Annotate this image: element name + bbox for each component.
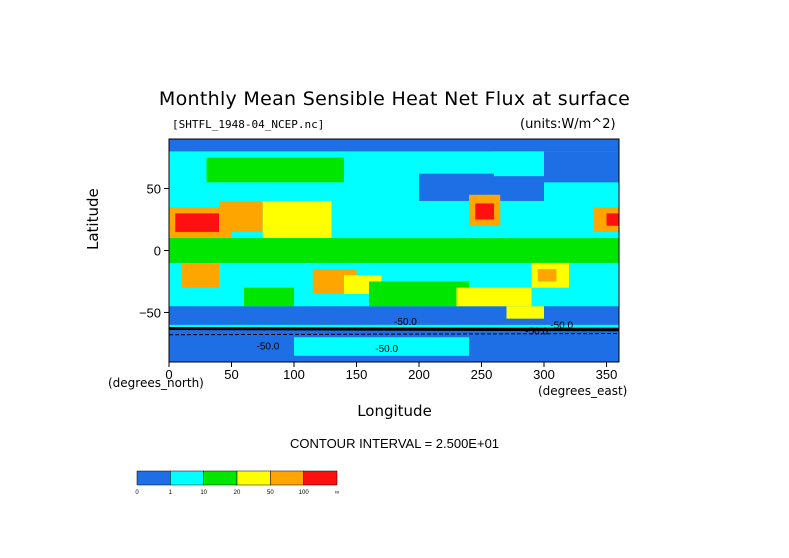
colorbar-tick-label: ∞ [335, 490, 339, 496]
colorbar-swatch [236, 470, 271, 486]
contour-interval-label: CONTOUR INTERVAL = 2.500E+01 [289, 436, 500, 451]
colorbar-tick-label: 0 [135, 490, 139, 496]
contour-label: -50.0 [550, 321, 573, 332]
heatmap-region [294, 337, 469, 356]
heatmap-region [175, 213, 219, 232]
heatmap-region [494, 151, 544, 177]
heatmap-region [456, 287, 532, 307]
contour-line [169, 333, 619, 336]
heatmap-region [369, 281, 469, 307]
heatmap-field: -50.0 -50.0-50.0-50.0-50.0 [169, 139, 619, 362]
colorbar-swatch [270, 470, 304, 486]
colorbar-tick-label: 100 [299, 490, 310, 496]
x-tick-label: 300 [533, 367, 555, 382]
heatmap-region [506, 306, 544, 319]
x-tick-label: 50 [224, 367, 238, 382]
x-tick-label: 200 [408, 367, 430, 382]
x-tick-label: 100 [283, 367, 305, 382]
contour-label: -50.0 [394, 317, 417, 328]
x-tick-label: 250 [471, 367, 493, 382]
colorbar-swatch [303, 470, 338, 486]
colorbar-swatch [203, 470, 238, 486]
y-tick-label: −50 [139, 305, 161, 320]
y-tick-label: 50 [147, 182, 161, 197]
heatmap-region [206, 157, 344, 183]
heatmap-region [537, 269, 557, 282]
heatmap-region [181, 262, 219, 288]
heatmap-region [606, 213, 619, 226]
y-tick-label: 0 [154, 244, 161, 259]
x-tick-label: 150 [346, 367, 368, 382]
colorbar-swatch [136, 470, 171, 486]
colorbar-tick-label: 20 [234, 490, 241, 496]
contour-line [169, 327, 619, 332]
contour-label: -50.0 [525, 327, 548, 338]
heatmap-region [169, 238, 619, 263]
heatmap-region [475, 203, 494, 220]
x-tick-label: 0 [165, 367, 172, 382]
heatmap-region [244, 287, 294, 307]
heatmap-region [219, 200, 263, 232]
x-axis-units: (degrees_east) [538, 384, 628, 398]
heatmap-region [169, 139, 619, 152]
colorbar-tick-label: 50 [267, 490, 274, 496]
units-label: (units:W/m^2) [520, 117, 616, 132]
y-axis-units: (degrees_north) [108, 376, 204, 390]
heatmap-region [262, 200, 332, 239]
x-axis-label: Longitude [357, 402, 432, 420]
colorbar-tick-label: 10 [200, 490, 207, 496]
heatmap-region [169, 163, 207, 195]
heatmap-region [544, 151, 619, 183]
dataset-file-label: [SHTFL_1948-04_NCEP.nc] [172, 118, 325, 131]
contour-label: -50.0 [257, 342, 280, 353]
colorbar-swatch [170, 470, 204, 486]
chart-title: Monthly Mean Sensible Heat Net Flux at s… [158, 88, 631, 110]
x-tick-label: 350 [596, 367, 618, 382]
contour-label: -50.0 [375, 344, 398, 355]
colorbar-tick-label: 1 [169, 490, 173, 496]
